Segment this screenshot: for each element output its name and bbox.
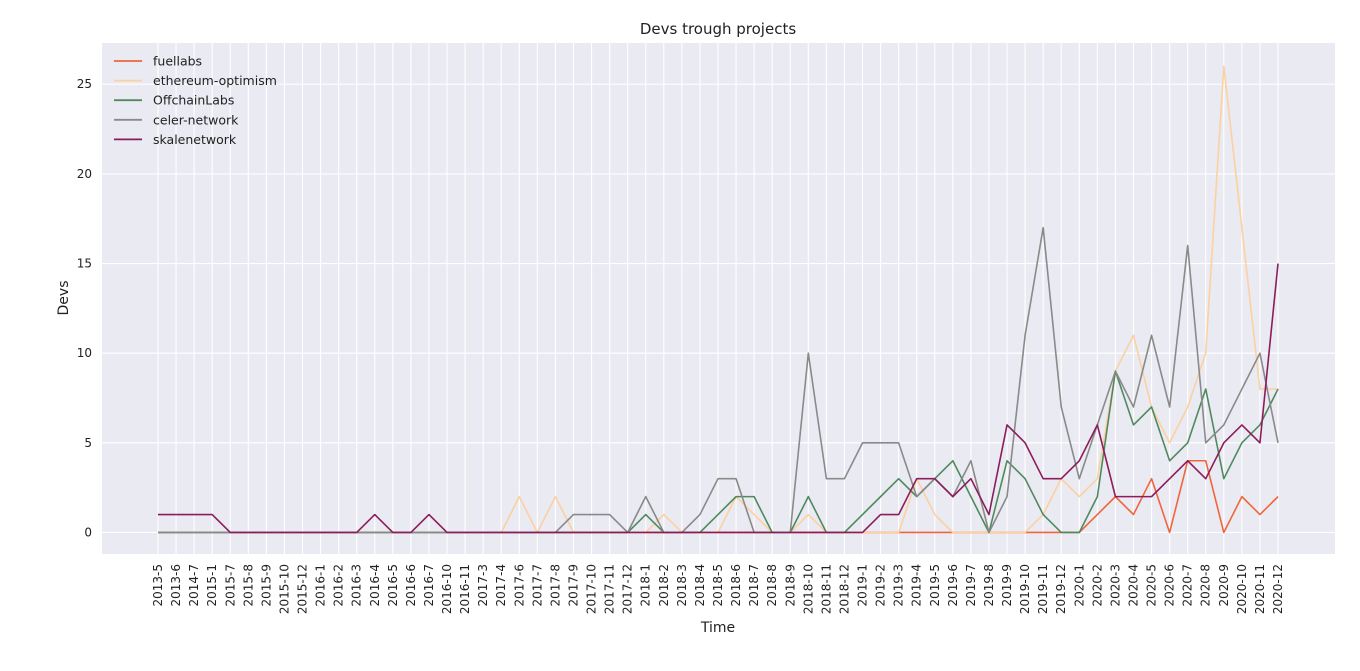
x-tick-label: 2020-11 (1253, 564, 1267, 614)
x-tick-label: 2015-7 (223, 564, 237, 607)
x-tick-label: 2020-10 (1235, 564, 1249, 614)
x-tick-label: 2020-3 (1108, 564, 1122, 607)
x-tick-label: 2017-7 (530, 564, 544, 607)
x-tick-label: 2019-11 (1036, 564, 1050, 614)
y-tick-label: 5 (84, 436, 92, 450)
x-tick-label: 2016-2 (332, 564, 346, 607)
x-tick-label: 2020-5 (1145, 564, 1159, 607)
x-tick-label: 2016-5 (386, 564, 400, 607)
x-tick-label: 2013-6 (169, 564, 183, 607)
y-axis-label: Devs (56, 281, 72, 316)
grid-lines (102, 43, 1335, 554)
x-tick-label: 2018-11 (819, 564, 833, 614)
x-axis-label: Time (700, 620, 735, 636)
series-lines (158, 65, 1279, 534)
y-tick-labels: 0 5 10 15 20 25 (77, 77, 92, 539)
y-tick-label: 10 (77, 346, 92, 360)
x-tick-label: 2019-8 (982, 564, 996, 607)
x-tick-label: 2015-12 (296, 564, 310, 614)
legend-label-skalenetwork: skalenetwork (153, 132, 237, 147)
x-tick-label: 2016-3 (350, 564, 364, 607)
x-tick-label: 2019-4 (910, 564, 924, 607)
x-tick-label: 2015-10 (277, 564, 291, 614)
x-tick-label: 2018-12 (837, 564, 851, 614)
x-tick-label: 2019-1 (856, 564, 870, 607)
legend-label-OffchainLabs: OffchainLabs (153, 93, 234, 108)
x-tick-label: 2016-10 (440, 564, 454, 614)
y-tick-label: 20 (77, 167, 92, 181)
x-tick-label: 2018-10 (801, 564, 815, 614)
x-tick-label: 2019-7 (964, 564, 978, 607)
legend-label-celer-network: celer-network (153, 112, 239, 127)
x-tick-label: 2018-5 (711, 564, 725, 607)
x-tick-label: 2018-7 (747, 564, 761, 607)
x-tick-label: 2016-4 (368, 564, 382, 607)
x-tick-label: 2017-6 (512, 564, 526, 607)
x-tick-label: 2019-10 (1018, 564, 1032, 614)
x-tick-label: 2020-9 (1217, 564, 1231, 607)
x-tick-label: 2013-5 (151, 564, 165, 607)
x-tick-label: 2017-8 (548, 564, 562, 607)
x-tick-label: 2020-12 (1271, 564, 1285, 614)
x-tick-label: 2020-2 (1090, 564, 1104, 607)
x-tick-label: 2019-9 (1000, 564, 1014, 607)
x-tick-label: 2014-7 (187, 564, 201, 607)
y-tick-label: 15 (77, 257, 92, 271)
x-tick-label: 2020-7 (1181, 564, 1195, 607)
x-tick-label: 2020-8 (1199, 564, 1213, 607)
x-tick-label: 2019-6 (946, 564, 960, 607)
x-tick-label: 2017-3 (476, 564, 490, 607)
y-tick-label: 25 (77, 77, 92, 91)
chart-title: Devs trough projects (640, 20, 796, 38)
legend: fuellabs ethereum-optimism OffchainLabs cel… (114, 54, 277, 147)
x-tick-label: 2019-12 (1054, 564, 1068, 614)
x-tick-label: 2015-9 (259, 564, 273, 607)
x-tick-label: 2017-4 (494, 564, 508, 607)
x-tick-label: 2017-12 (621, 564, 635, 614)
x-tick-label: 2016-11 (458, 564, 472, 614)
x-tick-label: 2017-9 (566, 564, 580, 607)
x-tick-label: 2019-2 (874, 564, 888, 607)
x-tick-label: 2018-4 (693, 564, 707, 607)
y-tick-label: 0 (84, 525, 92, 539)
x-tick-label: 2016-7 (422, 564, 436, 607)
x-tick-label: 2020-4 (1126, 564, 1140, 607)
x-tick-label: 2020-1 (1072, 564, 1086, 607)
x-tick-label: 2017-10 (585, 564, 599, 614)
x-tick-label: 2018-1 (639, 564, 653, 607)
x-tick-label: 2018-6 (729, 564, 743, 607)
x-tick-label: 2018-3 (675, 564, 689, 607)
x-tick-label: 2018-9 (783, 564, 797, 607)
x-tick-label: 2020-6 (1163, 564, 1177, 607)
x-tick-label: 2019-5 (928, 564, 942, 607)
x-tick-label: 2019-3 (892, 564, 906, 607)
legend-label-fuellabs: fuellabs (153, 54, 202, 69)
legend-label-ethereum-optimism: ethereum-optimism (153, 73, 277, 88)
x-tick-label: 2016-1 (314, 564, 328, 607)
series-line-skalenetwork (158, 263, 1279, 534)
x-tick-label: 2018-8 (765, 564, 779, 607)
x-tick-label: 2016-6 (404, 564, 418, 607)
x-tick-label: 2017-11 (603, 564, 617, 614)
x-tick-label: 2018-2 (657, 564, 671, 607)
x-tick-label: 2015-8 (241, 564, 255, 607)
x-tick-labels: 2013-5 2013-6 2014-7 2015-1 2015-7 2015-8 2015… (151, 564, 1285, 614)
x-tick-label: 2015-1 (205, 564, 219, 607)
